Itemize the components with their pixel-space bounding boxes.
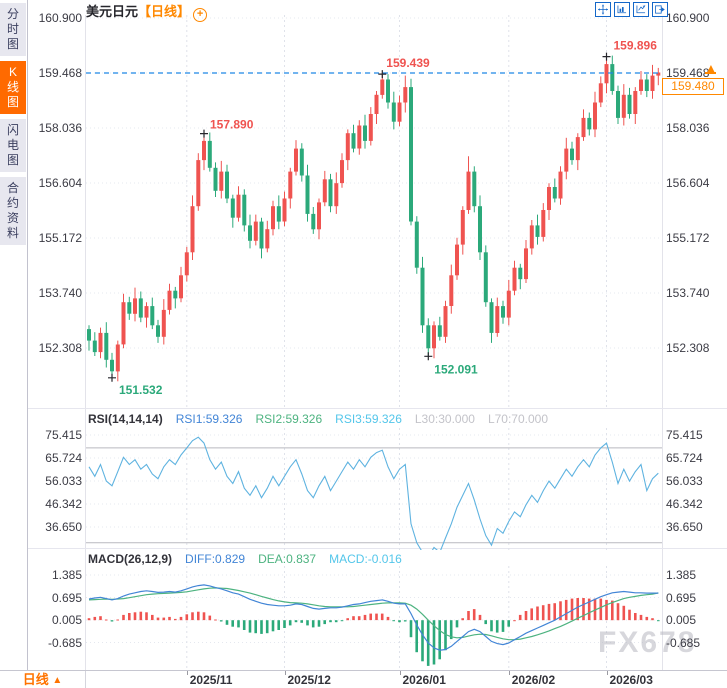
- sidebar-tab-2[interactable]: K 线 图: [0, 61, 26, 114]
- period-tag: 【日线】: [138, 4, 191, 19]
- period-dropdown-icon: ▲: [52, 675, 63, 686]
- rsi-axis-label-left: 46.342: [45, 496, 82, 511]
- macd-axis-label-right: 0.695: [666, 590, 697, 605]
- sidebar-tab-1[interactable]: 分 时 图: [0, 3, 26, 56]
- price-axis-label-left: 156.604: [38, 176, 82, 190]
- watermark: FX678: [598, 626, 697, 659]
- price-axis-label-right: 153.740: [666, 286, 710, 300]
- rsi-axis-label-left: 65.724: [45, 450, 82, 465]
- macd-axis-label-left: -0.685: [47, 635, 82, 650]
- rsi-header: RSI(14,14,14) RSI1:59.326 RSI2:59.326 RSI3:…: [88, 412, 561, 426]
- price-axis-label-left: 160.900: [38, 11, 82, 25]
- rsi-axis-label-right: 65.724: [666, 450, 703, 465]
- chart-toolbar: [595, 2, 668, 17]
- macd-name: MACD(26,12,9): [88, 552, 173, 566]
- panel-separator: [20, 548, 727, 549]
- date-tick: [399, 671, 401, 675]
- rsi2-value: RSI2:59.326: [255, 412, 323, 426]
- svg-text:151.532: 151.532: [119, 383, 163, 397]
- sidebar-tab-3[interactable]: 闪 电 图: [0, 119, 26, 172]
- macd-axis-label-right: -0.685: [666, 635, 701, 650]
- current-price-tag: 159.480: [662, 78, 724, 95]
- dea-value: DEA:0.837: [258, 552, 317, 566]
- rsi-chart[interactable]: [86, 428, 662, 550]
- rsi3-value: RSI3:59.326: [335, 412, 402, 426]
- date-tick: [284, 671, 286, 675]
- svg-text:152.091: 152.091: [434, 362, 478, 376]
- rsi-l30-value: L30:30.000: [414, 412, 475, 426]
- svg-text:159.439: 159.439: [386, 56, 430, 70]
- price-axis-label-left: 159.468: [38, 66, 82, 80]
- plot-left-border: [85, 15, 86, 670]
- date-label: 2025/12: [287, 673, 331, 687]
- date-label: 2026/02: [511, 673, 556, 687]
- price-axis-label-right: 160.900: [666, 11, 710, 25]
- price-axis-label-left: 158.036: [38, 121, 82, 135]
- price-axis-label-right: 156.604: [666, 176, 710, 190]
- date-label: 2025/11: [189, 673, 233, 687]
- reset-view-icon[interactable]: [652, 2, 668, 17]
- rsi-axis-label-left: 36.650: [45, 520, 82, 534]
- macd-axis-label-right: 1.385: [666, 568, 697, 582]
- macd-value: MACD:-0.016: [329, 552, 402, 566]
- price-axis-label-right: 158.036: [666, 121, 710, 135]
- rsi-axis-label-left: 56.033: [45, 473, 82, 488]
- period-selector[interactable]: 日线 ▲: [0, 671, 86, 688]
- time-axis-bar: 日线 ▲ 2025/11 2025/12 2026/01 2026/02 2026/03: [0, 670, 727, 688]
- macd-chart[interactable]: [86, 566, 662, 668]
- rsi-axis-label-left: 75.415: [45, 428, 82, 442]
- svg-text:157.890: 157.890: [210, 118, 254, 132]
- latest-price-arrow-icon[interactable]: ▲: [705, 61, 717, 75]
- rsi-axis-label-right: 75.415: [666, 428, 703, 442]
- date-label: 2026/03: [609, 673, 653, 687]
- crosshair-icon[interactable]: [595, 2, 611, 17]
- price-axis-label-right: 159.468: [666, 66, 710, 80]
- add-indicator-icon[interactable]: +: [193, 8, 208, 22]
- period-label: 日线: [22, 672, 49, 687]
- panel-separator: [20, 408, 727, 409]
- price-axis-label-right: 155.172: [666, 231, 710, 245]
- macd-axis-label-left: 0.695: [51, 590, 82, 605]
- price-axis-label-left: 152.308: [38, 341, 82, 355]
- candlestick-chart[interactable]: 157.890 159.439 159.896 151.532 152.091: [86, 15, 662, 407]
- date-label: 2026/01: [402, 673, 446, 687]
- svg-text:159.896: 159.896: [614, 39, 658, 53]
- rsi-l70-value: L70:70.000: [487, 412, 548, 426]
- zoom-y-icon[interactable]: [633, 2, 649, 17]
- date-tick: [186, 671, 188, 675]
- macd-header: MACD(26,12,9) DIFF:0.829 DEA:0.837 MACD:-0.…: [88, 552, 415, 566]
- diff-value: DIFF:0.829: [185, 552, 246, 566]
- chart-title: 美元日元【日线】 +: [86, 1, 208, 22]
- rsi1-value: RSI1:59.326: [175, 412, 243, 426]
- zoom-x-icon[interactable]: [614, 2, 630, 17]
- date-tick: [508, 671, 510, 675]
- macd-axis-label-left: 1.385: [51, 568, 82, 582]
- date-tick: [606, 671, 608, 675]
- price-axis-label-left: 153.740: [38, 286, 82, 300]
- macd-axis-label-left: 0.005: [51, 613, 82, 627]
- rsi-axis-label-right: 56.033: [666, 473, 703, 488]
- plot-right-border: [662, 15, 663, 670]
- symbol-name: 美元日元: [86, 4, 139, 19]
- sidebar: 分 时 图 K 线 图闪 电 图合 约 资 料: [0, 0, 28, 670]
- macd-axis-label-right: 0.005: [666, 613, 697, 627]
- price-axis-label-left: 155.172: [38, 231, 82, 245]
- rsi-name: RSI(14,14,14): [88, 412, 163, 426]
- rsi-axis-label-right: 36.650: [666, 520, 703, 534]
- sidebar-tab-4[interactable]: 合 约 资 料: [0, 177, 26, 245]
- price-axis-label-right: 152.308: [666, 341, 710, 355]
- rsi-axis-label-right: 46.342: [666, 496, 703, 511]
